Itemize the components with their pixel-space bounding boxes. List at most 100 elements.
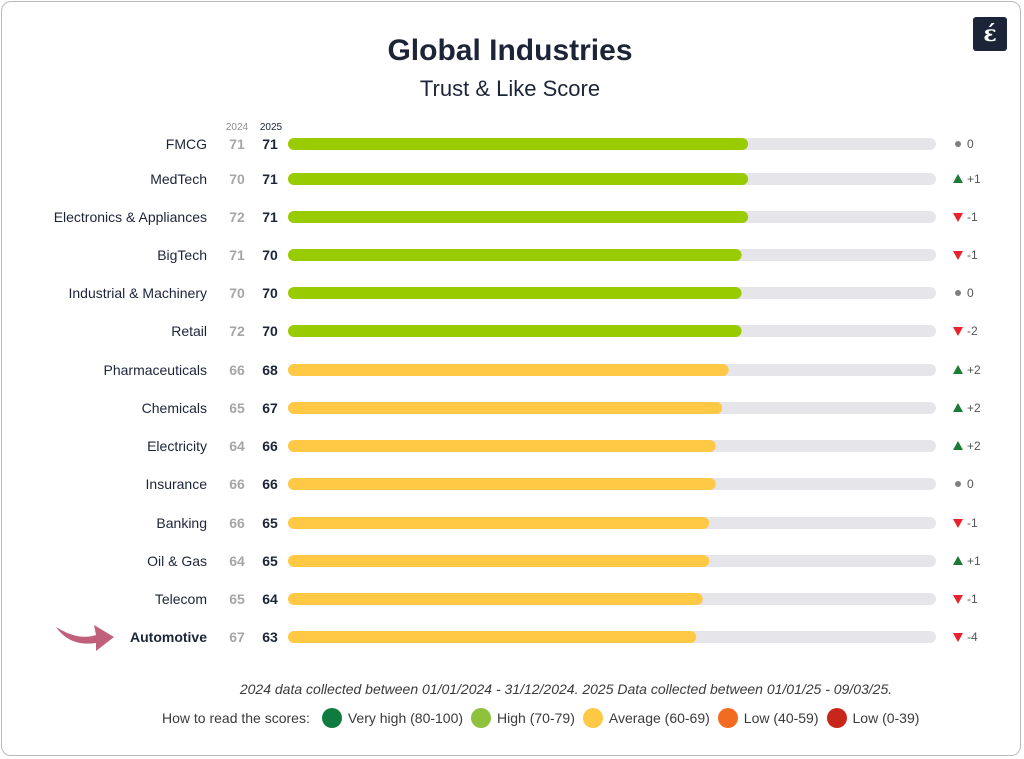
bar-2025 — [288, 364, 729, 376]
value-label-2025: 67 — [262, 400, 278, 416]
value-label-2024: 66 — [229, 476, 245, 492]
category-label: Automotive — [130, 629, 207, 645]
legend: How to read the scores: Very high (80-10… — [162, 707, 927, 729]
legend-text: Low (40-59) — [743, 710, 819, 726]
category-label: Oil & Gas — [147, 553, 207, 569]
change-flat-icon — [955, 141, 961, 147]
bar-2025 — [288, 211, 749, 223]
change-label: -1 — [967, 516, 978, 530]
highlight-arrow-icon — [56, 625, 114, 651]
value-label-2025: 65 — [262, 553, 278, 569]
category-label: Telecom — [155, 591, 207, 607]
value-label-2024: 64 — [229, 553, 245, 569]
brand-logo: έ — [973, 17, 1007, 51]
change-label: -2 — [967, 324, 978, 338]
value-label-2024: 72 — [229, 209, 245, 225]
change-up-icon — [953, 365, 963, 374]
bar-2025 — [288, 555, 710, 567]
value-label-2024: 71 — [229, 247, 245, 263]
bar-2025 — [288, 138, 749, 150]
category-label: Industrial & Machinery — [68, 285, 207, 301]
value-label-2025: 64 — [262, 591, 278, 607]
legend-swatch — [582, 708, 603, 728]
bar-2025 — [288, 173, 749, 185]
change-label: +2 — [967, 401, 981, 415]
legend-label: How to read the scores: — [162, 710, 310, 726]
category-label: Pharmaceuticals — [104, 362, 208, 378]
change-label: 0 — [967, 286, 974, 300]
chart-title: Global Industries — [387, 34, 633, 67]
change-down-icon — [953, 519, 963, 528]
change-label: -4 — [967, 630, 978, 644]
value-label-2025: 70 — [262, 285, 278, 301]
change-label: +1 — [967, 172, 981, 186]
value-label-2024: 70 — [229, 171, 245, 187]
value-label-2025: 68 — [262, 362, 278, 378]
bar-2025 — [288, 287, 742, 299]
legend-item-very-low: Low (0-39) — [826, 708, 919, 728]
value-label-2024: 67 — [229, 629, 245, 645]
value-label-2025: 71 — [262, 136, 278, 152]
value-label-2025: 71 — [262, 171, 278, 187]
legend-swatch — [471, 708, 492, 728]
change-down-icon — [953, 213, 963, 222]
value-label-2025: 70 — [262, 323, 278, 339]
bar-2025 — [288, 402, 723, 414]
value-label-2025: 70 — [262, 247, 278, 263]
change-label: +2 — [967, 439, 981, 453]
change-flat-icon — [955, 290, 961, 296]
value-label-2024: 72 — [229, 323, 245, 339]
value-label-2024: 65 — [229, 400, 245, 416]
legend-swatch — [717, 708, 738, 728]
change-down-icon — [953, 633, 963, 642]
category-label: Insurance — [146, 476, 208, 492]
change-label: -1 — [967, 210, 978, 224]
value-label-2025: 66 — [262, 438, 278, 454]
category-label: Banking — [156, 515, 207, 531]
footnote: 2024 data collected between 01/01/2024 -… — [239, 681, 893, 697]
category-label: FMCG — [166, 136, 207, 152]
change-up-icon — [953, 441, 963, 450]
change-label: +2 — [967, 363, 981, 377]
category-label: BigTech — [157, 247, 207, 263]
value-label-2024: 66 — [229, 362, 245, 378]
change-label: 0 — [967, 137, 974, 151]
change-down-icon — [953, 251, 963, 260]
value-label-2025: 65 — [262, 515, 278, 531]
legend-item-low: Low (40-59) — [717, 708, 819, 728]
legend-item-high: High (70-79) — [471, 708, 575, 728]
change-label: +1 — [967, 554, 981, 568]
category-label: Chemicals — [142, 400, 207, 416]
value-label-2025: 66 — [262, 476, 278, 492]
change-down-icon — [953, 327, 963, 336]
legend-text: High (70-79) — [497, 710, 575, 726]
change-up-icon — [953, 174, 963, 183]
category-label: Electricity — [147, 438, 207, 454]
bar-2025 — [288, 325, 742, 337]
column-header-2025: 2025 — [259, 122, 283, 133]
value-label-2025: 71 — [262, 209, 278, 225]
column-header-2024: 2024 — [225, 122, 249, 133]
bar-2025 — [288, 593, 703, 605]
value-label-2025: 63 — [262, 629, 278, 645]
legend-text: Very high (80-100) — [347, 710, 464, 726]
legend-swatch — [321, 708, 342, 728]
value-label-2024: 66 — [229, 515, 245, 531]
change-label: -1 — [967, 592, 978, 606]
category-label: Retail — [171, 323, 207, 339]
value-label-2024: 64 — [229, 438, 245, 454]
legend-text: Average (60-69) — [608, 710, 710, 726]
category-label: MedTech — [150, 171, 207, 187]
chart-subtitle: Trust & Like Score — [419, 76, 601, 101]
legend-item-average: Average (60-69) — [582, 708, 710, 728]
bar-2025 — [288, 440, 716, 452]
change-up-icon — [953, 403, 963, 412]
change-down-icon — [953, 595, 963, 604]
change-label: -1 — [967, 248, 978, 262]
change-flat-icon — [955, 481, 961, 487]
change-label: 0 — [967, 477, 974, 491]
bar-2025 — [288, 517, 710, 529]
change-up-icon — [953, 556, 963, 565]
bar-2025 — [288, 249, 742, 261]
